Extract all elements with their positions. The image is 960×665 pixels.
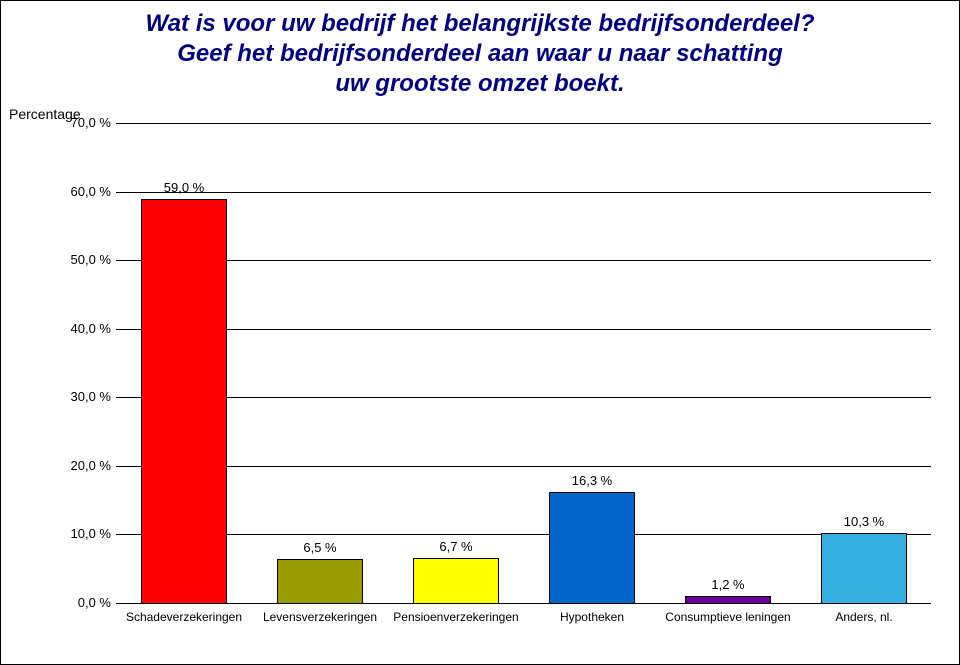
bar: [141, 199, 227, 604]
title-line-2: Geef het bedrijfsonderdeel aan waar u na…: [177, 40, 783, 67]
bar: [685, 596, 771, 604]
title-line-1: Wat is voor uw bedrijf het belangrijkste…: [145, 10, 814, 37]
bar-group: 6,5 %: [277, 124, 363, 604]
title-line-3: uw grootste omzet boekt.: [335, 70, 624, 97]
bar: [277, 559, 363, 604]
gridline: [116, 329, 931, 330]
plot-area: 59,0 % 6,5 % 6,7 % 16,3 % 1,2 % 10,3 %: [116, 124, 931, 604]
bar-value-label: 16,3 %: [549, 473, 635, 488]
bar: [413, 558, 499, 604]
ytick-label: 70,0 %: [56, 115, 111, 130]
gridline: [116, 534, 931, 535]
bar-value-label: 1,2 %: [685, 577, 771, 592]
bar-value-label: 10,3 %: [821, 514, 907, 529]
bar-value-label: 6,7 %: [413, 539, 499, 554]
chart-title: Wat is voor uw bedrijf het belangrijkste…: [1, 9, 959, 99]
baseline: [116, 603, 931, 604]
ytick-label: 60,0 %: [56, 184, 111, 199]
category-label: Schadeverzekeringen: [116, 610, 252, 624]
bar-value-label: 59,0 %: [141, 180, 227, 195]
ytick-label: 50,0 %: [56, 252, 111, 267]
ytick-label: 30,0 %: [56, 389, 111, 404]
bar: [549, 492, 635, 604]
gridline: [116, 260, 931, 261]
gridline: [116, 192, 931, 193]
bar-group: 16,3 %: [549, 124, 635, 604]
gridline: [116, 466, 931, 467]
gridline: [116, 123, 931, 124]
ytick-label: 10,0 %: [56, 526, 111, 541]
category-label: Pensioenverzekeringen: [388, 610, 524, 624]
bar-group: 6,7 %: [413, 124, 499, 604]
bar-group: 10,3 %: [821, 124, 907, 604]
ytick-label: 0,0 %: [56, 595, 111, 610]
bar-value-label: 6,5 %: [277, 540, 363, 555]
bar-group: 1,2 %: [685, 124, 771, 604]
category-label: Hypotheken: [524, 610, 660, 624]
ytick-label: 20,0 %: [56, 458, 111, 473]
bar-group: 59,0 %: [141, 124, 227, 604]
category-label: Consumptieve leningen: [660, 610, 796, 624]
gridline: [116, 397, 931, 398]
category-label: Levensverzekeringen: [252, 610, 388, 624]
ytick-label: 40,0 %: [56, 321, 111, 336]
category-label: Anders, nl.: [796, 610, 932, 624]
chart-page: Wat is voor uw bedrijf het belangrijkste…: [0, 0, 960, 665]
bar: [821, 533, 907, 604]
